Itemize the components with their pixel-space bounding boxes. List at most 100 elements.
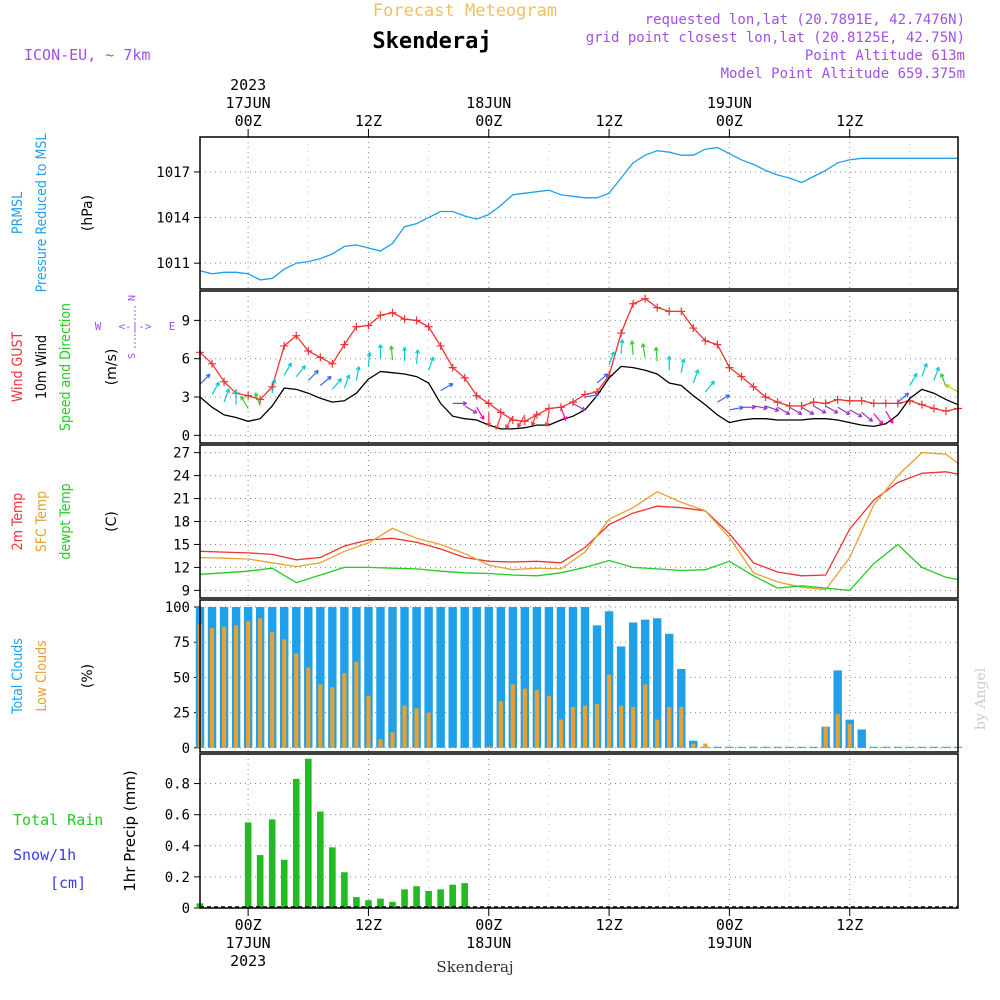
wind-vector xyxy=(343,374,350,389)
bar-low-clouds xyxy=(402,705,407,748)
bar-total-clouds xyxy=(316,607,325,748)
bar-low-clouds xyxy=(631,706,636,748)
wind-vector-head xyxy=(857,413,863,418)
bar-low-clouds xyxy=(570,706,576,748)
bar-total-clouds xyxy=(496,607,506,748)
bar-precip xyxy=(268,819,276,908)
bar-low-clouds xyxy=(594,704,600,748)
wind-vector-head xyxy=(785,410,791,415)
wind-vector xyxy=(572,402,586,411)
compass-w: W xyxy=(95,320,102,333)
wind-vector xyxy=(873,413,884,425)
gust-marker xyxy=(785,401,794,410)
bar-low-clouds xyxy=(306,667,311,748)
wind-vector-head xyxy=(505,424,510,429)
precip-legend-rain: Total Rain xyxy=(13,811,103,829)
y-tick-label: 1017 xyxy=(156,165,190,181)
gust-marker xyxy=(701,336,710,345)
x-tick-label-top: 12Z xyxy=(596,112,623,130)
wind-vector-head xyxy=(594,392,600,398)
bar-total-clouds xyxy=(568,607,578,748)
location-title: Skenderaj xyxy=(372,29,491,54)
gust-marker xyxy=(544,404,553,413)
y-tick-label: 0.4 xyxy=(165,839,190,855)
bar-total-clouds xyxy=(737,746,746,748)
axis-title-line: Speed and Direction xyxy=(58,303,74,431)
point-altitude: Point Altitude 613m xyxy=(805,48,965,64)
bar-total-clouds xyxy=(448,607,457,748)
y-tick-label: 0 xyxy=(182,428,190,444)
compass-n: N xyxy=(127,295,138,301)
wind-vector-head xyxy=(694,369,700,374)
wind-vector xyxy=(254,392,261,407)
wind-vector-head xyxy=(240,395,245,401)
model-label: ICON-EU, ~ 7km xyxy=(24,46,150,64)
wind-vector-head xyxy=(809,410,815,415)
bar-total-clouds xyxy=(773,746,782,748)
bar-low-clouds xyxy=(233,625,239,748)
bar-low-clouds xyxy=(643,684,648,748)
bar-total-clouds xyxy=(725,746,734,748)
y-tick-label: 100 xyxy=(165,600,190,616)
requested-coords: requested lon,lat (20.7891E, 42.7476N) xyxy=(645,12,965,28)
x-tick-label-top: 19JUN xyxy=(707,94,752,112)
wind-vector-head xyxy=(389,345,395,350)
x-tick-label-top: 17JUN xyxy=(226,94,271,112)
bar-low-clouds xyxy=(246,621,251,748)
bar-total-clouds xyxy=(616,646,626,748)
bar-total-clouds xyxy=(941,746,951,748)
wind-vector-head xyxy=(845,410,851,415)
wind-vector xyxy=(729,406,744,411)
bar-total-clouds xyxy=(472,607,481,748)
wind-vector-head xyxy=(355,366,361,371)
gust-marker xyxy=(340,340,349,349)
bar-total-clouds xyxy=(929,746,939,748)
bar-total-clouds xyxy=(917,746,927,748)
bar-precip xyxy=(256,855,264,908)
bar-total-clouds xyxy=(544,607,554,748)
gust-marker xyxy=(208,359,217,368)
time-axis: 202317JUN00Z00Z17JUN202312Z12Z18JUN00Z00… xyxy=(226,76,864,970)
bar-low-clouds xyxy=(294,653,299,748)
x-tick-label-top: 00Z xyxy=(235,112,262,130)
wind-vector-head xyxy=(913,372,918,378)
wind-vector xyxy=(717,394,730,403)
wind-vector xyxy=(319,376,332,386)
y-tick-label: 0 xyxy=(182,901,190,917)
wind-vector xyxy=(801,406,815,415)
axis-title-line: Pressure Reduced to MSL xyxy=(34,134,50,293)
y-tick-label: 75 xyxy=(173,635,190,651)
wind-vector xyxy=(495,415,502,430)
bar-low-clouds xyxy=(486,746,491,748)
bar-low-clouds xyxy=(679,706,684,748)
wind-vector xyxy=(861,411,873,422)
gust-marker xyxy=(460,373,469,382)
wind-vector-head xyxy=(225,388,231,394)
bar-total-clouds xyxy=(328,607,337,748)
bar-total-clouds xyxy=(364,607,373,748)
gust-marker xyxy=(941,407,950,416)
x-tick-label-bottom: 2023 xyxy=(230,952,266,970)
bar-low-clouds xyxy=(558,719,564,748)
gust-marker xyxy=(881,399,890,408)
wind-vector-head xyxy=(472,409,478,414)
wind-vector-head xyxy=(345,374,351,379)
wind-vector-head xyxy=(337,378,342,383)
gust-marker xyxy=(617,329,626,338)
wind-vector xyxy=(596,373,609,384)
axis-title-line: SFC Temp xyxy=(34,491,50,552)
bar-low-clouds xyxy=(691,743,696,748)
wind-vector-head xyxy=(935,366,940,372)
wind-vector xyxy=(517,414,526,428)
x-tick-label-top: 18JUN xyxy=(466,94,511,112)
wind-vector xyxy=(428,356,434,371)
wind-vector xyxy=(765,405,779,412)
x-tick-label-top: 00Z xyxy=(475,112,502,130)
x-tick-label-bottom: 00Z xyxy=(475,916,502,934)
footer-location: Skenderaj xyxy=(436,958,513,976)
axis-unit: (C) xyxy=(104,511,120,532)
wind-vector-head xyxy=(725,394,731,399)
wind-vector xyxy=(940,373,947,388)
wind-vector-head xyxy=(939,373,945,378)
